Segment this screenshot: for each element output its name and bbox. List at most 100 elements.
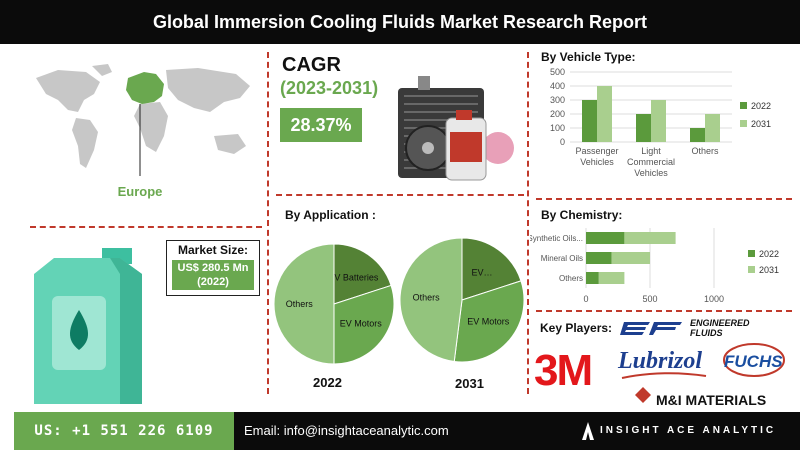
- world-map: [36, 64, 250, 176]
- slice-label: EV Motors: [467, 317, 510, 327]
- pie-slice: [399, 237, 463, 363]
- y-tick-label: Others: [559, 274, 583, 283]
- bar-2022: [582, 100, 597, 142]
- divider-right-horizontal-1: [536, 198, 792, 200]
- slice-label: Others: [413, 293, 441, 303]
- market-size-amount: US$ 280.5 Mn: [177, 262, 249, 274]
- x-tick-label: 1000: [704, 294, 724, 304]
- bar-2022: [636, 114, 651, 142]
- cagr-title: CAGR: [282, 54, 341, 76]
- vehicle-chart-title: By Vehicle Type:: [541, 50, 636, 64]
- pie-slice: [461, 237, 522, 301]
- x-tick-label: 500: [642, 294, 657, 304]
- radiator-illustration: [398, 76, 514, 181]
- region-label: Europe: [117, 184, 163, 199]
- y-tick-label: 400: [550, 81, 565, 91]
- market-size-year: (2022): [197, 276, 229, 288]
- legend-label: 2031: [751, 119, 771, 129]
- email-link[interactable]: Email: info@insightaceanalytic.com: [244, 423, 449, 438]
- pie-2031-caption: 2031: [455, 376, 484, 391]
- mi-materials-logo-mark: [635, 387, 651, 403]
- divider-right: [527, 52, 529, 394]
- fluid-canister-illustration: [34, 248, 142, 404]
- bar-2031: [624, 232, 676, 244]
- europe-highlight: [126, 72, 164, 104]
- legend-swatch: [740, 102, 747, 109]
- legend-swatch: [740, 120, 747, 127]
- slice-label: EV…: [472, 267, 493, 277]
- y-tick-label: 300: [550, 95, 565, 105]
- y-tick-label: 100: [550, 123, 565, 133]
- chemistry-chart-title: By Chemistry:: [541, 208, 623, 222]
- report-title: Global Immersion Cooling Fluids Market R…: [152, 12, 648, 32]
- market-size-label: Market Size:: [177, 243, 249, 257]
- application-pie-2022: EV Batteries EV Motors Others: [273, 243, 395, 365]
- bar-2022: [586, 272, 599, 284]
- legend-label: 2022: [751, 101, 771, 111]
- bar-2031: [598, 272, 625, 284]
- radiator-cap: [418, 76, 430, 90]
- pie-2022-caption: 2022: [313, 375, 342, 390]
- pie-slice: [273, 243, 335, 365]
- 3m-logo: 3M: [534, 346, 593, 395]
- y-tick-label: 500: [550, 67, 565, 77]
- legend-swatch: [748, 250, 755, 257]
- slice-label: Others: [286, 299, 314, 309]
- cagr-period: (2023-2031): [280, 78, 379, 98]
- bar-2031: [611, 252, 650, 264]
- divider-left: [267, 52, 269, 394]
- fuchs-logo: FUCHS: [724, 352, 783, 371]
- divider-middle-horizontal: [276, 194, 524, 196]
- engineered-fluids-logo: ENGINEERED FLUIDS: [690, 318, 750, 338]
- slice-label: EV Motors: [340, 318, 383, 328]
- y-tick-label: 0: [560, 137, 565, 147]
- title-bar: [0, 0, 800, 44]
- vehicle-type-chart: 0100200300400500PassengerVehiclesLightCo…: [550, 67, 771, 178]
- engineered-fluids-logo-mark: [620, 322, 682, 335]
- lubrizol-logo: Lubrizol: [618, 348, 703, 374]
- continents: [36, 64, 250, 168]
- application-chart-title: By Application :: [285, 208, 376, 222]
- x-tick-label: Vehicles: [580, 157, 614, 167]
- legend-swatch: [748, 266, 755, 273]
- bar-2031: [705, 114, 720, 142]
- phone-number[interactable]: US: +1 551 226 6109: [14, 412, 234, 450]
- cagr-value: 28.37%: [280, 108, 362, 142]
- bar-2031: [651, 100, 666, 142]
- divider-left-horizontal: [30, 226, 262, 228]
- chemistry-chart: 0 500 1000 Synthetic Oils... Mineral Oils Oth…: [530, 228, 779, 304]
- droplet-icon: [69, 310, 89, 350]
- x-tick-label: Vehicles: [634, 168, 668, 178]
- divider-right-horizontal-2: [536, 310, 792, 312]
- lubrizol-swoosh: [621, 372, 707, 379]
- x-tick-label: Others: [691, 146, 719, 156]
- x-tick-label: Passenger: [575, 146, 618, 156]
- y-tick-label: 200: [550, 109, 565, 119]
- legend-label: 2022: [759, 249, 779, 259]
- y-tick-label: Synthetic Oils...: [530, 234, 583, 243]
- legend-label: 2031: [759, 265, 779, 275]
- x-tick-label: Light: [641, 146, 661, 156]
- key-players-title: Key Players:: [540, 321, 613, 335]
- bar-2022: [586, 232, 625, 244]
- brand-logo-icon: [582, 422, 594, 440]
- brand-name: INSIGHT ACE ANALYTIC: [600, 425, 777, 436]
- market-size-value: US$ 280.5 Mn (2022): [172, 260, 254, 290]
- coolant-reservoir-icon: [482, 132, 514, 164]
- footer-bar: [234, 412, 800, 450]
- bar-2022: [690, 128, 705, 142]
- pie-slice: [453, 280, 525, 363]
- slice-label: EV Batteries: [328, 272, 379, 282]
- y-tick-label: Mineral Oils: [541, 254, 583, 263]
- pie-slice: [333, 243, 392, 305]
- x-tick-label: 0: [583, 294, 588, 304]
- x-tick-label: Commercial: [627, 157, 675, 167]
- canister-side: [110, 258, 142, 404]
- bar-2022: [586, 252, 612, 264]
- pie-slice: [333, 284, 395, 365]
- bottle-label: [450, 132, 482, 162]
- bar-2031: [597, 86, 612, 142]
- bottle-cap: [456, 110, 472, 120]
- application-pie-2031: EV… EV Motors Others: [399, 237, 525, 363]
- fuchs-logo-shape: [723, 343, 785, 377]
